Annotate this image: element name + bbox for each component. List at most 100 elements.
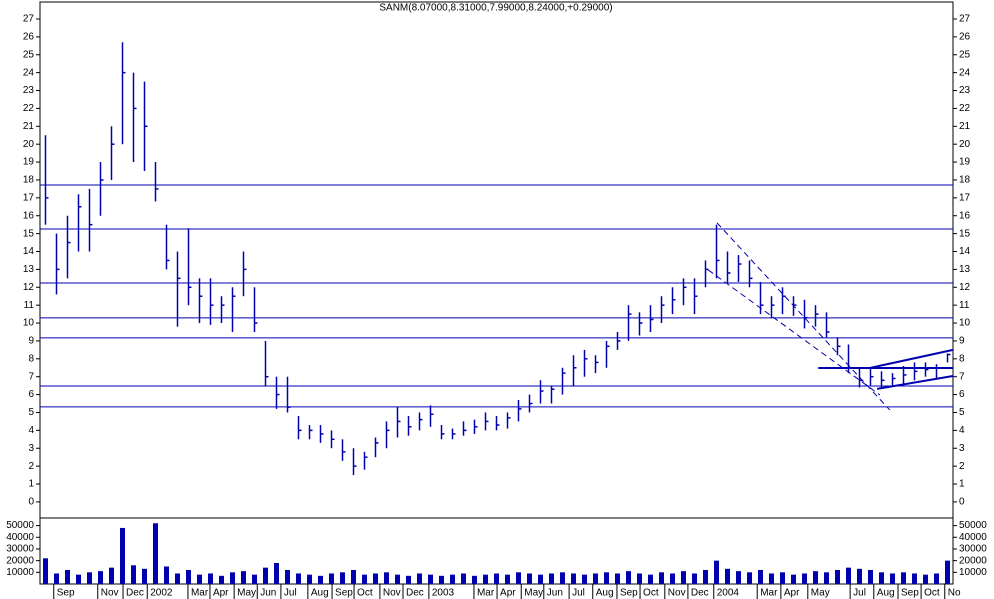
y-tick-label: 20	[23, 139, 35, 150]
x-tick-label: Sep	[901, 588, 919, 599]
y-tick-label-right: 1	[959, 479, 965, 490]
volume-bar	[351, 569, 356, 584]
y-tick-label-right: 22	[959, 103, 971, 114]
y-tick-label: 27	[23, 14, 35, 25]
volume-bar	[890, 573, 895, 584]
x-tick-label: Jul	[853, 588, 866, 599]
y-tick-label-right: 23	[959, 85, 971, 96]
y-tick-label-right: 11	[959, 300, 970, 311]
volume-bar	[692, 573, 697, 584]
volume-bar	[824, 572, 829, 584]
y-tick-label-right: 50000	[959, 520, 987, 531]
y-tick-label: 10	[23, 318, 35, 329]
x-tick-label: Aug	[877, 588, 895, 599]
y-tick-label: 4	[28, 425, 34, 436]
x-tick-label: May	[811, 588, 830, 599]
volume-bar	[362, 574, 367, 584]
x-tick-label: Dec	[126, 588, 144, 599]
volume-bar	[681, 571, 686, 584]
volume-bar	[714, 560, 719, 584]
volume-bar	[912, 573, 917, 584]
y-tick-label-right: 21	[959, 121, 971, 132]
volume-bar	[868, 569, 873, 584]
y-tick-label: 2	[28, 461, 34, 472]
y-tick-label-right: 15	[959, 228, 971, 239]
volume-bar	[263, 567, 268, 584]
volume-bar	[98, 571, 103, 584]
y-tick-label: 50000	[6, 520, 34, 531]
volume-bar	[109, 567, 114, 584]
volume-bar	[637, 573, 642, 584]
y-tick-label-right: 26	[959, 32, 971, 43]
volume-bar	[164, 566, 169, 584]
volume-bar	[791, 574, 796, 584]
volume-bar	[747, 572, 752, 584]
x-tick-label: Jul	[572, 588, 585, 599]
y-tick-label: 3	[28, 443, 34, 454]
y-tick-label: 24	[23, 67, 35, 78]
x-tick-label: Mar	[477, 588, 495, 599]
volume-bar	[494, 573, 499, 584]
volume-bar	[461, 573, 466, 584]
x-tick-label: 2003	[432, 588, 455, 599]
volume-bar	[560, 572, 565, 584]
volume-bar	[538, 574, 543, 584]
volume-bar	[659, 572, 664, 584]
y-tick-label-right: 17	[959, 192, 971, 203]
volume-bar	[340, 572, 345, 584]
y-tick-label-right: 14	[959, 246, 971, 257]
y-tick-label: 18	[23, 175, 35, 186]
y-tick-label: 12	[23, 282, 35, 293]
volume-bar	[846, 567, 851, 584]
plot-frame	[39, 1, 954, 585]
volume-bar	[725, 568, 730, 584]
x-tick-label: 2002	[150, 588, 173, 599]
volume-bar	[780, 572, 785, 584]
volume-bar	[703, 569, 708, 584]
volume-bar	[76, 574, 81, 584]
volume-bar	[329, 573, 334, 584]
volume-bar	[373, 573, 378, 584]
volume-bar	[923, 574, 928, 584]
volume-bar	[318, 575, 323, 584]
volume-bar	[615, 573, 620, 584]
volume-bar	[65, 569, 70, 584]
y-tick-label-right: 0	[959, 497, 965, 508]
y-tick-label: 1	[28, 479, 34, 490]
volume-bar	[285, 569, 290, 584]
volume-bar	[307, 574, 312, 584]
volume-bar	[142, 568, 147, 584]
volume-bar	[604, 572, 609, 584]
trend-line	[869, 348, 954, 369]
x-tick-label: Nov	[101, 588, 119, 599]
y-tick-label-right: 6	[959, 389, 965, 400]
volume-bar	[549, 573, 554, 584]
x-tick-label: Jun	[260, 588, 276, 599]
y-tick-label-right: 3	[959, 443, 965, 454]
volume-bar	[406, 575, 411, 584]
y-tick-label: 26	[23, 32, 35, 43]
volume-bar	[934, 573, 939, 584]
volume-bar	[945, 560, 950, 584]
volume-bar	[813, 571, 818, 584]
volume-bar	[802, 573, 807, 584]
volume-bar	[857, 568, 862, 584]
volume-bar	[197, 574, 202, 584]
volume-bar	[384, 572, 389, 584]
y-tick-label-right: 10	[959, 318, 971, 329]
y-tick-label-right: 25	[959, 49, 971, 60]
y-tick-label: 5	[28, 407, 34, 418]
x-tick-label: Mar	[191, 588, 209, 599]
y-tick-label: 21	[23, 121, 35, 132]
y-tick-label: 8	[28, 353, 34, 364]
x-tick-label: Dec	[691, 588, 709, 599]
x-tick-label: Nov	[383, 588, 401, 599]
volume-bar	[230, 572, 235, 584]
volume-bar	[527, 573, 532, 584]
volume-bar	[571, 573, 576, 584]
x-tick-label: Sep	[335, 588, 353, 599]
volume-bar	[296, 573, 301, 584]
x-tick-label: Apr	[784, 588, 800, 599]
volume-bar	[219, 575, 224, 584]
